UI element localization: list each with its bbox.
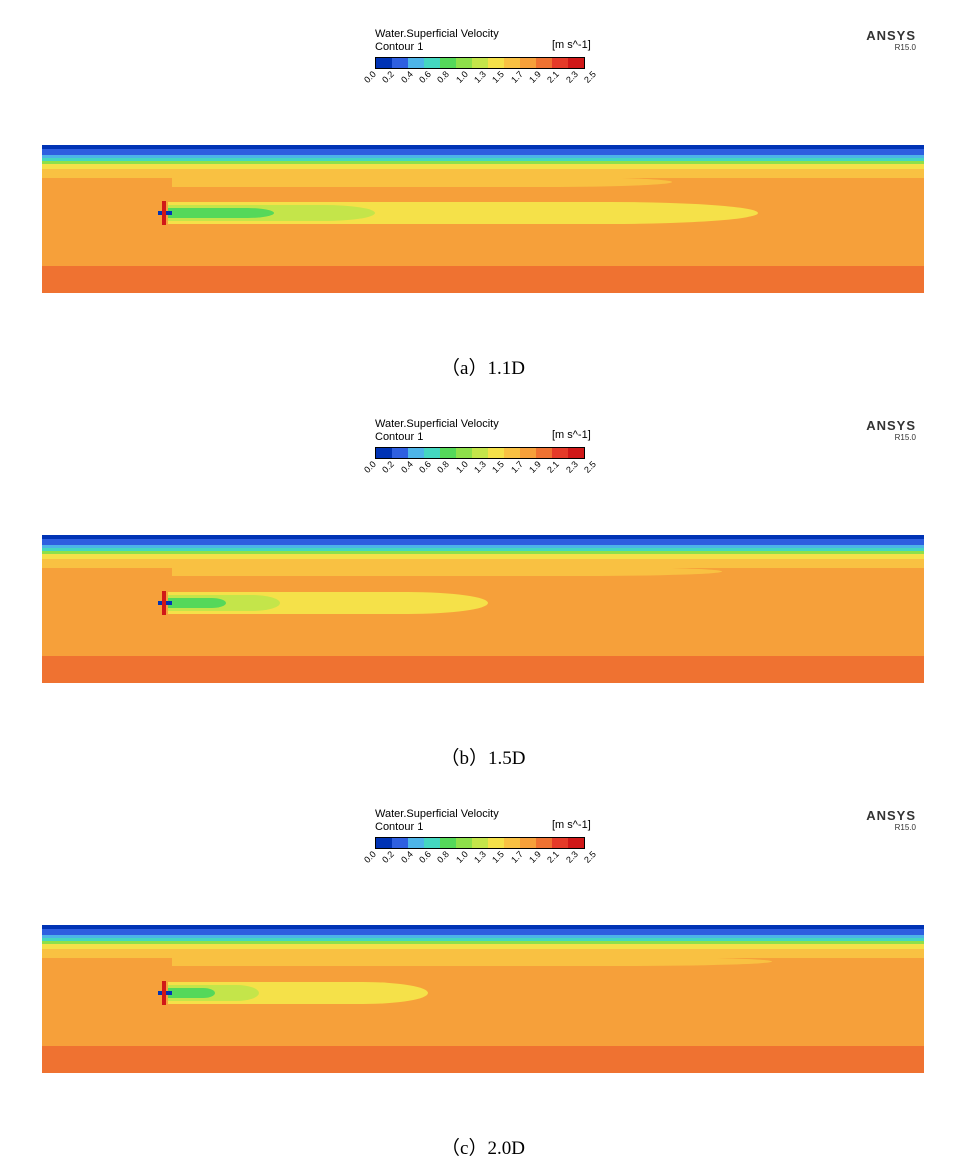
panel-2: Water.Superficial Velocity Contour 1 [m … — [0, 780, 966, 1160]
ansys-logo: ANSYS R15.0 — [866, 28, 916, 52]
legend-title-line1: Water.Superficial Velocity — [375, 808, 499, 821]
legend-unit: [m s^-1] — [552, 429, 591, 441]
colorbar — [375, 837, 585, 849]
contour-plot — [42, 535, 924, 683]
ansys-name: ANSYS — [866, 28, 916, 43]
legend-title: Water.Superficial Velocity Contour 1 — [375, 28, 499, 54]
ansys-logo: ANSYS R15.0 — [866, 808, 916, 832]
ansys-logo: ANSYS R15.0 — [866, 418, 916, 442]
legend-area: Water.Superficial Velocity Contour 1 [m … — [0, 390, 966, 485]
legend-title-line1: Water.Superficial Velocity — [375, 418, 499, 431]
legend-title: Water.Superficial Velocity Contour 1 — [375, 418, 499, 444]
ansys-version: R15.0 — [866, 433, 916, 442]
panel-0: Water.Superficial Velocity Contour 1 [m … — [0, 0, 966, 380]
colorbar-ticks: 0.00.20.40.60.81.01.31.51.71.92.12.32.5 — [362, 72, 598, 82]
ansys-name: ANSYS — [866, 808, 916, 823]
legend-title: Water.Superficial Velocity Contour 1 — [375, 808, 499, 834]
colorbar — [375, 447, 585, 459]
colorbar — [375, 57, 585, 69]
panel-caption: （b）1.5D — [0, 743, 966, 770]
contour-plot — [42, 925, 924, 1073]
legend-unit: [m s^-1] — [552, 819, 591, 831]
ansys-version: R15.0 — [866, 823, 916, 832]
legend-area: Water.Superficial Velocity Contour 1 [m … — [0, 0, 966, 95]
legend-title-line2: Contour 1 — [375, 41, 499, 54]
legend-title-line2: Contour 1 — [375, 821, 499, 834]
contour-plot — [42, 145, 924, 293]
panel-caption: （a）1.1D — [0, 353, 966, 380]
colorbar-ticks: 0.00.20.40.60.81.01.31.51.71.92.12.32.5 — [362, 852, 598, 862]
ansys-name: ANSYS — [866, 418, 916, 433]
legend-area: Water.Superficial Velocity Contour 1 [m … — [0, 780, 966, 875]
legend-title-line2: Contour 1 — [375, 431, 499, 444]
legend-title-line1: Water.Superficial Velocity — [375, 28, 499, 41]
colorbar-ticks: 0.00.20.40.60.81.01.31.51.71.92.12.32.5 — [362, 462, 598, 472]
panel-1: Water.Superficial Velocity Contour 1 [m … — [0, 390, 966, 770]
legend-unit: [m s^-1] — [552, 39, 591, 51]
panel-caption: （c）2.0D — [0, 1133, 966, 1160]
ansys-version: R15.0 — [866, 43, 916, 52]
